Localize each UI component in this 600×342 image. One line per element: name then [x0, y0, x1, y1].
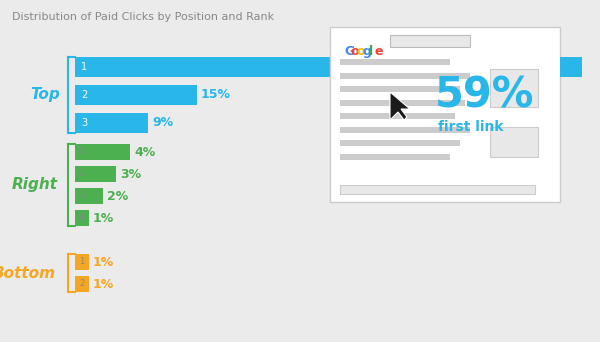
Text: 4%: 4% [134, 145, 155, 158]
Text: e: e [375, 45, 383, 58]
FancyBboxPatch shape [340, 185, 535, 194]
Text: 2: 2 [79, 170, 84, 179]
Text: 3%: 3% [120, 168, 142, 181]
Text: 1: 1 [79, 147, 84, 157]
Text: first link: first link [438, 120, 503, 134]
FancyBboxPatch shape [340, 86, 460, 92]
FancyBboxPatch shape [560, 57, 582, 77]
Text: 1: 1 [79, 258, 84, 266]
FancyBboxPatch shape [490, 69, 538, 107]
Text: Top: Top [30, 88, 60, 103]
FancyBboxPatch shape [340, 113, 455, 119]
FancyBboxPatch shape [390, 35, 470, 47]
FancyBboxPatch shape [340, 100, 465, 105]
FancyBboxPatch shape [75, 188, 103, 204]
FancyBboxPatch shape [75, 210, 89, 226]
Text: 15%: 15% [201, 89, 231, 102]
Text: Distribution of Paid Clicks by Position and Rank: Distribution of Paid Clicks by Position … [12, 12, 274, 22]
Text: 2: 2 [79, 279, 84, 289]
Text: 4: 4 [79, 213, 84, 223]
Text: Right: Right [12, 177, 58, 193]
Text: o: o [350, 45, 359, 58]
Text: 2: 2 [81, 90, 87, 100]
FancyBboxPatch shape [75, 85, 197, 105]
FancyBboxPatch shape [340, 127, 470, 132]
Text: 1: 1 [81, 62, 87, 72]
Text: 2%: 2% [107, 189, 128, 202]
Text: l: l [369, 45, 373, 58]
Text: o: o [356, 45, 365, 58]
Text: G: G [344, 45, 354, 58]
FancyBboxPatch shape [330, 27, 560, 202]
Text: g: g [362, 45, 371, 58]
FancyBboxPatch shape [340, 73, 470, 79]
Text: 3: 3 [79, 192, 85, 200]
FancyBboxPatch shape [75, 276, 89, 292]
Text: Bottom: Bottom [0, 265, 56, 280]
Text: 1%: 1% [93, 277, 114, 290]
FancyBboxPatch shape [490, 127, 538, 157]
FancyBboxPatch shape [75, 144, 130, 160]
Text: 1%: 1% [93, 255, 114, 268]
FancyBboxPatch shape [75, 57, 555, 77]
Text: 59%: 59% [435, 74, 535, 116]
Polygon shape [390, 92, 410, 120]
Text: 1%: 1% [93, 211, 114, 224]
FancyBboxPatch shape [340, 154, 450, 159]
Text: 9%: 9% [152, 117, 173, 130]
FancyBboxPatch shape [75, 166, 116, 182]
FancyBboxPatch shape [75, 254, 89, 270]
FancyBboxPatch shape [340, 59, 450, 65]
FancyBboxPatch shape [75, 113, 148, 133]
FancyBboxPatch shape [340, 140, 460, 146]
Text: 3: 3 [81, 118, 87, 128]
